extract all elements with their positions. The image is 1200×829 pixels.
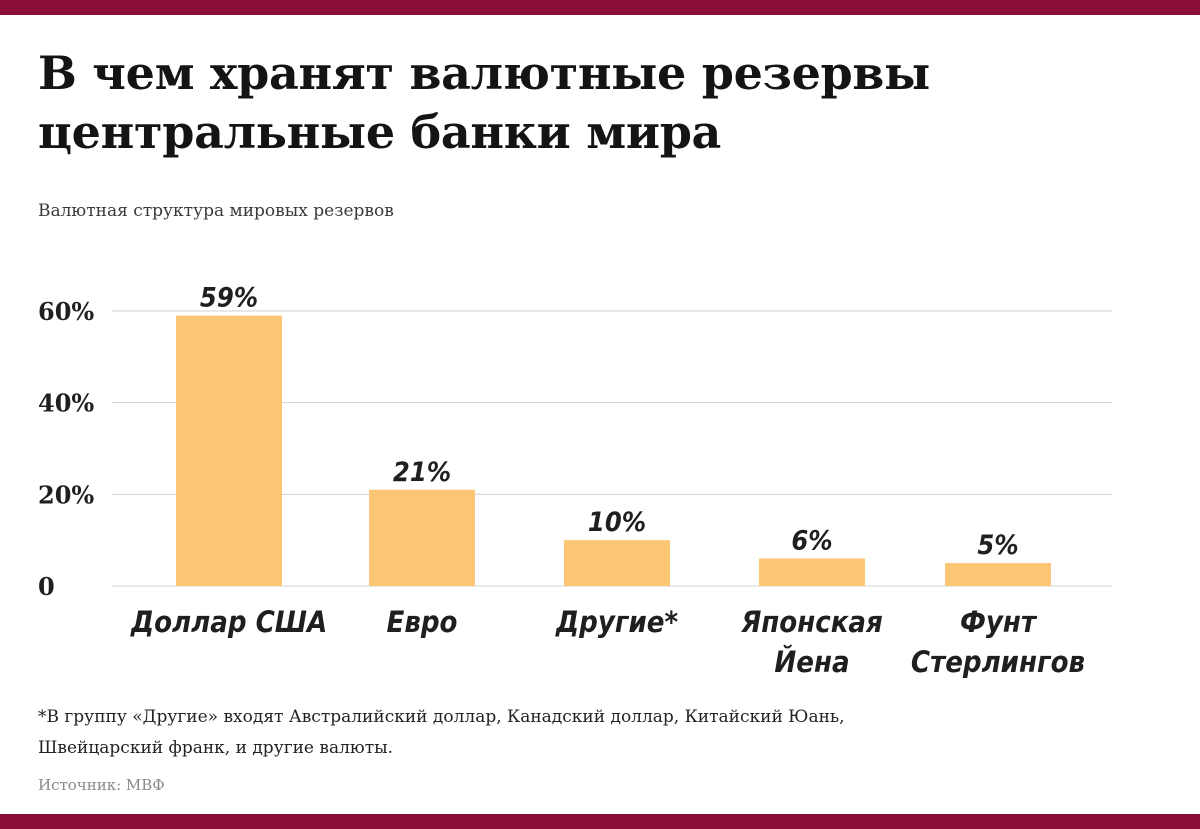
value-label-4: 5% [977,530,1018,561]
y-tick-label-0: 0 [38,572,55,601]
title-line-1: В чем хранят валютные резервы [38,46,930,100]
category-label-4-0: Фунт [960,605,1038,639]
category-label-0: Доллар США [130,605,327,639]
bar-2 [564,540,670,586]
top-frame-stripe [0,0,1200,15]
source-note: Источник: МВФ [38,776,165,794]
category-label-3-1: Йена [774,645,849,679]
title-line-2: центральные банки мира [38,105,722,159]
category-label-2: Другие* [555,605,679,639]
footnote-line-1: *В группу «Другие» входят Австралийский … [38,707,845,727]
category-label-3-0: Японская [740,605,883,639]
category-label-4-1: Стерлингов [911,645,1085,679]
value-label-3: 6% [791,526,832,557]
value-label-2: 10% [588,507,646,538]
bar-4 [945,563,1051,586]
y-tick-label-60: 60% [38,297,94,326]
value-label-1: 21% [393,457,451,488]
y-tick-label-40: 40% [38,389,94,418]
footnote: *В группу «Другие» входят Австралийский … [38,702,1038,764]
bottom-frame-stripe [0,814,1200,829]
value-label-0: 59% [200,283,258,314]
y-tick-label-20: 20% [38,480,94,509]
category-label-1: Евро [387,605,458,639]
page-title: В чем хранят валютные резервы центральны… [38,44,1158,162]
bar-1 [369,489,475,586]
bar-chart: 0 20% 40% 60% 59% Доллар США 21% Евро 10% Другие*… [38,283,1112,679]
chart-subtitle: Валютная структура мировых резервов [38,201,394,221]
bar-3 [759,558,865,586]
footnote-line-2: Швейцарский франк, и другие валюты. [38,738,394,758]
bar-0 [176,315,282,586]
